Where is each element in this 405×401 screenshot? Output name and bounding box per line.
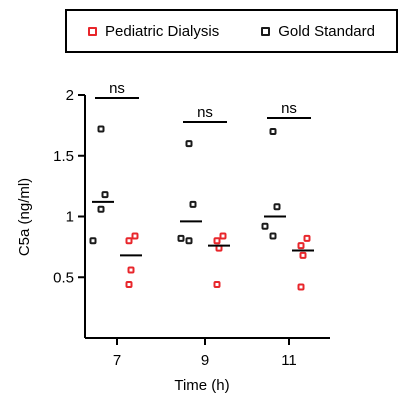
pediatric-dialysis-point [215,282,220,287]
gold-standard-point [187,141,192,146]
gold-standard-point [91,238,96,243]
chart-axes: 0.5 1 1.5 2 7 9 11 [53,87,330,369]
x-tick-label: 9 [201,352,209,369]
pediatric-dialysis-point [215,238,220,243]
chart-marks: ns ns ns [91,80,315,289]
pediatric-dialysis-point [299,284,304,289]
y-tick-label: 1 [66,209,74,226]
gold-standard-point [263,224,268,229]
gold-standard-point [271,233,276,238]
significance-label: ns [281,100,297,117]
pediatric-dialysis-point [299,243,304,248]
x-axis-label: Time (h) [174,377,229,394]
pediatric-dialysis-point [127,238,132,243]
gold-standard-point [191,202,196,207]
gold-standard-point [179,236,184,241]
pediatric-dialysis-point [301,253,306,258]
y-tick-label: 0.5 [53,269,74,286]
gold-standard-point [99,207,104,212]
significance-label: ns [109,80,125,97]
y-axis-label: C5a (ng/ml) [16,178,33,256]
pediatric-dialysis-point [133,233,138,238]
gold-standard-point [99,127,104,132]
gold-standard-point [271,129,276,134]
pediatric-dialysis-point [305,236,310,241]
y-tick-label: 1.5 [53,148,74,165]
gold-standard-point [103,192,108,197]
gold-standard-point [275,204,280,209]
pediatric-dialysis-point [127,282,132,287]
pediatric-dialysis-point [129,267,134,272]
y-tick-label: 2 [66,87,74,104]
x-tick-label: 11 [281,352,297,369]
gold-standard-point [187,238,192,243]
pediatric-dialysis-point [221,233,226,238]
significance-label: ns [197,104,213,121]
x-tick-label: 7 [113,352,121,369]
